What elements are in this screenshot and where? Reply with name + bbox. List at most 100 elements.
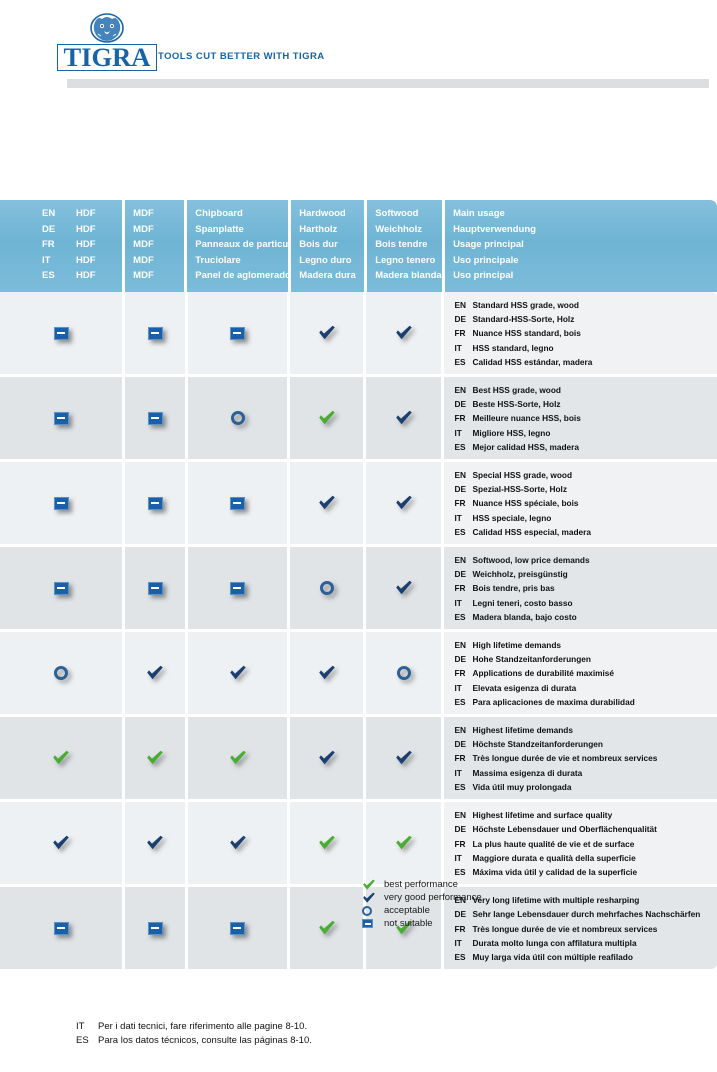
rating-cell-mdf xyxy=(125,887,185,970)
rating-cell-chipboard xyxy=(187,292,288,375)
main-usage-line: IT Durata molto lunga con affilatura mult… xyxy=(454,936,711,950)
main-usage-line: DE Beste HSS-Sorte, Holz xyxy=(454,397,711,411)
main-usage-text: HSS speciale, legno xyxy=(472,512,552,523)
rating-cell-hdf xyxy=(0,887,123,970)
main-usage-line: DE Höchste Standzeitanforderungen xyxy=(454,737,711,751)
main-usage-line: ES Calidad HSS estándar, madera xyxy=(454,355,711,369)
rating-mark xyxy=(0,462,122,544)
good-performance-check-icon xyxy=(53,835,70,850)
not-suitable-icon xyxy=(53,496,69,510)
legend-label: best performance xyxy=(384,879,458,890)
main-usage-text: Legni teneri, costo basso xyxy=(472,597,573,608)
good-performance-check-icon xyxy=(319,750,335,765)
rating-cell-softwood xyxy=(366,632,442,715)
main-usage-line: DE Sehr lange Lebensdauer durch mehrfache… xyxy=(454,907,711,921)
rating-cell-mdf xyxy=(125,632,185,715)
brand-header: TIGRA TOOLS CUT BETTER WITH TIGRA xyxy=(0,0,717,100)
rating-cell-hardwood xyxy=(290,887,364,970)
good-performance-check-icon xyxy=(396,580,412,595)
main-usage-line: IT Legni teneri, costo basso xyxy=(454,596,711,610)
rating-mark xyxy=(290,717,363,799)
rating-mark xyxy=(0,632,122,714)
rating-mark xyxy=(290,887,363,969)
rating-mark xyxy=(125,802,184,884)
language-code: EN xyxy=(454,385,467,396)
language-code: FR xyxy=(454,413,466,424)
not-suitable-icon xyxy=(53,921,69,935)
rating-cell-chipboard xyxy=(187,632,288,715)
language-code: ES xyxy=(42,270,55,282)
column-header-label: Main usage xyxy=(453,208,505,219)
column-header-label: Madera blanda xyxy=(375,270,442,282)
tigra-logo: TIGRA xyxy=(57,13,157,71)
good-performance-check-icon xyxy=(229,665,246,680)
column-header-labels: Hardwood Hartholz Bois dur Legno duro Madera… xyxy=(291,206,364,284)
rating-cell-hardwood xyxy=(290,632,364,715)
not-suitable-icon xyxy=(230,496,246,510)
main-usage-text: Beste HSS-Sorte, Holz xyxy=(472,399,561,410)
main-usage-line: EN Best HSS grade, wood xyxy=(454,383,711,397)
main-usage-text-block: EN Softwood, low price demands DE Weichholz… xyxy=(444,547,717,629)
rating-cell-chipboard xyxy=(187,802,288,885)
language-code: ES xyxy=(454,356,466,367)
main-usage-line: FR Applications de durabilité maximisé xyxy=(454,666,711,680)
main-usage-cell: EN Highest lifetime and surface quality DE… xyxy=(444,802,717,885)
rating-mark xyxy=(366,717,441,799)
column-header-label: Hartholz xyxy=(299,223,338,235)
good-performance-check-icon xyxy=(319,495,335,510)
column-header-labels: Main usage Hauptverwendung Usage principal… xyxy=(445,206,717,284)
good-performance-check-icon xyxy=(363,892,375,903)
legend-mark xyxy=(362,905,384,916)
rating-cell-hdf xyxy=(0,717,123,800)
main-usage-line: FR Nuance HSS standard, bois xyxy=(454,326,711,340)
main-usage-text: Best HSS grade, wood xyxy=(472,385,561,396)
column-header-label: MDF xyxy=(133,239,154,251)
main-usage-text: Standard HSS grade, wood xyxy=(472,300,579,310)
main-usage-line: EN Standard HSS grade, wood xyxy=(454,298,711,312)
rating-mark xyxy=(366,887,441,969)
column-header-label: Weichholz xyxy=(375,223,422,235)
legend-item: very good performance xyxy=(362,891,602,904)
main-usage-text: Sehr lange Lebensdauer durch mehrfaches … xyxy=(472,909,701,920)
column-header-label: Bois dur xyxy=(299,239,338,251)
main-usage-line: IT Maggiore durata e qualità della superf… xyxy=(454,851,711,865)
rating-mark xyxy=(366,377,441,459)
not-suitable-icon xyxy=(53,326,69,340)
rating-mark xyxy=(125,887,184,969)
column-header-label: Madera dura xyxy=(299,270,356,282)
rating-cell-hdf xyxy=(0,547,123,630)
main-usage-text: Calidad HSS especial, madera xyxy=(472,526,591,537)
acceptable-circle-icon xyxy=(396,666,411,681)
rating-cell-hardwood xyxy=(290,462,364,545)
language-code: ES xyxy=(454,951,466,962)
language-code: IT xyxy=(454,937,462,948)
main-usage-cell: EN High lifetime demands DE Hohe Standzeita… xyxy=(444,632,717,715)
best-performance-check-icon xyxy=(396,920,412,935)
good-performance-check-icon xyxy=(396,495,412,510)
column-header-label: HDF xyxy=(76,239,96,251)
rating-mark xyxy=(290,802,363,884)
column-header-label: Bois tendre xyxy=(375,239,428,251)
main-usage-line: IT HSS standard, legno xyxy=(454,341,711,355)
main-usage-text: La plus haute qualité de vie et de surfa… xyxy=(472,838,635,849)
rating-mark xyxy=(290,547,363,629)
rating-mark xyxy=(188,292,288,374)
rating-mark xyxy=(366,462,441,544)
main-usage-text: Hohe Standzeitanforderungen xyxy=(472,654,591,665)
language-code: FR xyxy=(454,923,466,934)
language-code: DE xyxy=(42,223,56,235)
language-code: IT xyxy=(454,597,462,608)
main-usage-line: ES Madera blanda, bajo costo xyxy=(454,610,711,624)
main-usage-text-block: EN Very long lifetime with multiple resha… xyxy=(444,887,717,969)
not-suitable-icon xyxy=(362,919,373,928)
main-usage-line: IT Migliore HSS, legno xyxy=(454,426,711,440)
main-usage-text: Meilleure nuance HSS, bois xyxy=(472,413,581,424)
main-usage-line: FR Bois tendre, pris bas xyxy=(454,581,711,595)
main-usage-text: Highest lifetime and surface quality xyxy=(472,810,613,821)
column-header-main-usage: Main usage Hauptverwendung Usage principal… xyxy=(445,200,717,292)
main-usage-text: Applications de durabilité maximisé xyxy=(472,668,615,679)
rating-mark xyxy=(188,547,288,629)
main-usage-text: Weichholz, preisgünstig xyxy=(472,569,568,580)
good-performance-check-icon xyxy=(396,410,412,425)
main-usage-text: Massima esigenza di durata xyxy=(472,767,583,778)
